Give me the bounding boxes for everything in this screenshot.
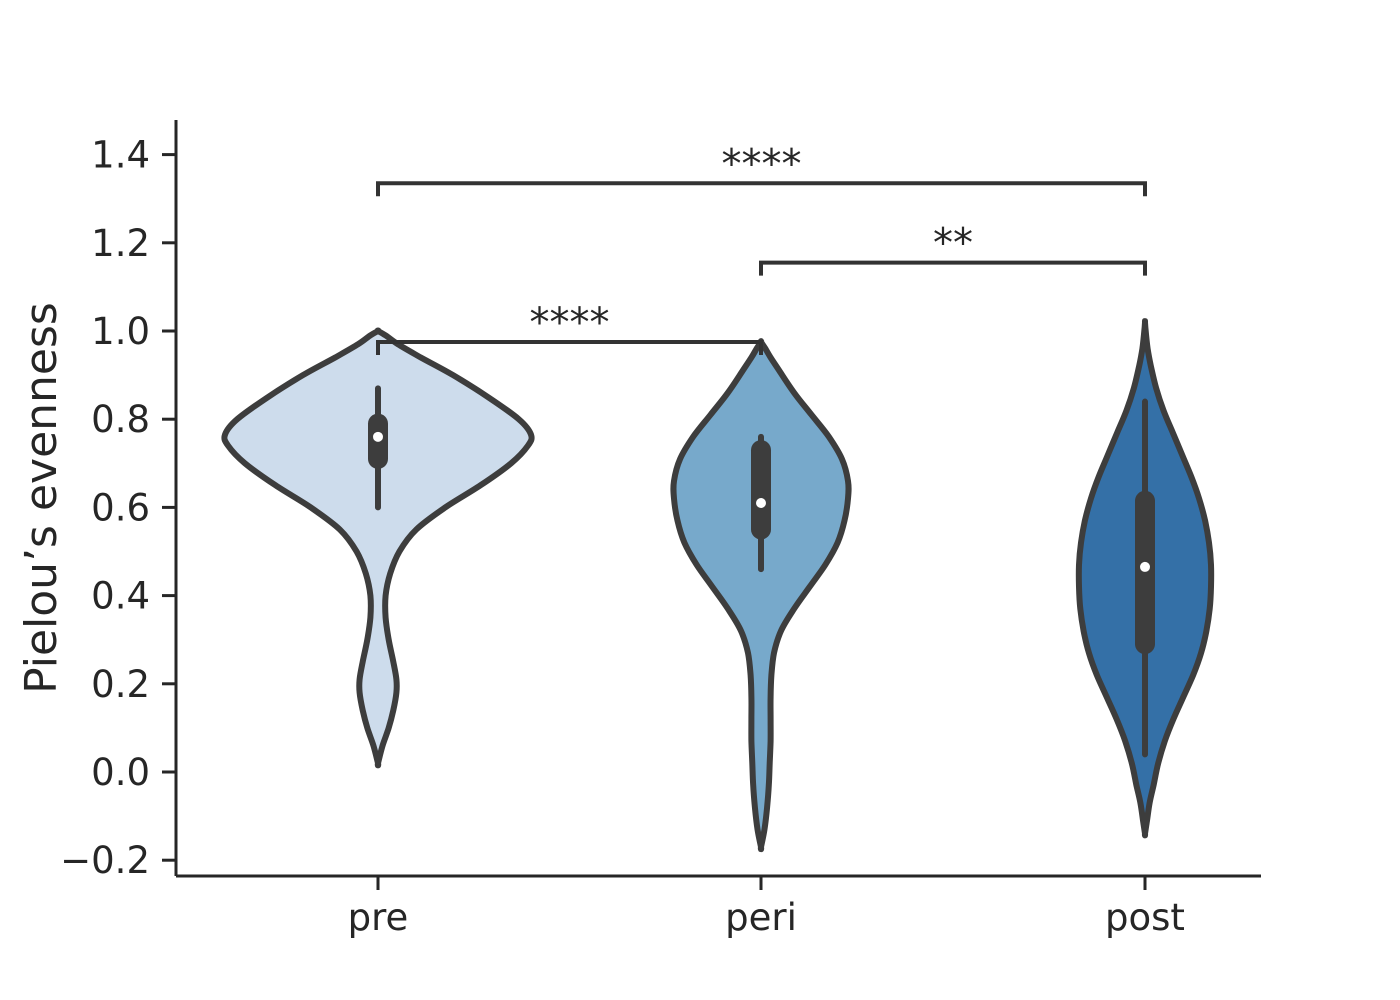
y-tick-label: 0.0	[91, 751, 150, 794]
significance-label: ****	[722, 141, 802, 187]
y-tick-label: 0.4	[91, 575, 150, 618]
y-ticks: −0.2 0.0 0.2 0.4 0.6 0.8 1.0 1.2 1.4	[60, 134, 176, 882]
significance-bracket	[759, 260, 1147, 276]
y-tick-label: 1.2	[91, 222, 150, 265]
y-tick-label: 0.8	[91, 398, 150, 441]
violins-layer	[221, 318, 1215, 853]
y-tick-label: 0.2	[91, 663, 150, 706]
significance-layer: **********	[376, 141, 1147, 356]
median-dot-pre	[373, 431, 383, 442]
x-ticks: pre peri post	[348, 876, 1185, 939]
significance-label: ****	[530, 300, 610, 346]
median-dot-post	[1140, 561, 1150, 572]
y-tick-label: −0.2	[60, 839, 150, 882]
x-tick-label-peri: peri	[725, 896, 797, 939]
significance-bracket	[376, 340, 763, 356]
y-tick-label: 0.6	[91, 486, 150, 529]
x-tick-label-post: post	[1105, 896, 1185, 939]
significance-label: **	[933, 221, 973, 267]
violin-pre	[221, 327, 535, 769]
median-dot-peri	[756, 497, 766, 508]
significance-bracket	[376, 181, 1147, 197]
y-tick-label: 1.0	[91, 310, 150, 353]
y-axis-label: Pielou’s evenness	[16, 302, 67, 694]
y-tick-label: 1.4	[91, 134, 150, 177]
x-tick-label-pre: pre	[348, 896, 409, 939]
axes-layer	[174, 120, 1261, 878]
violin-peri	[670, 338, 852, 853]
